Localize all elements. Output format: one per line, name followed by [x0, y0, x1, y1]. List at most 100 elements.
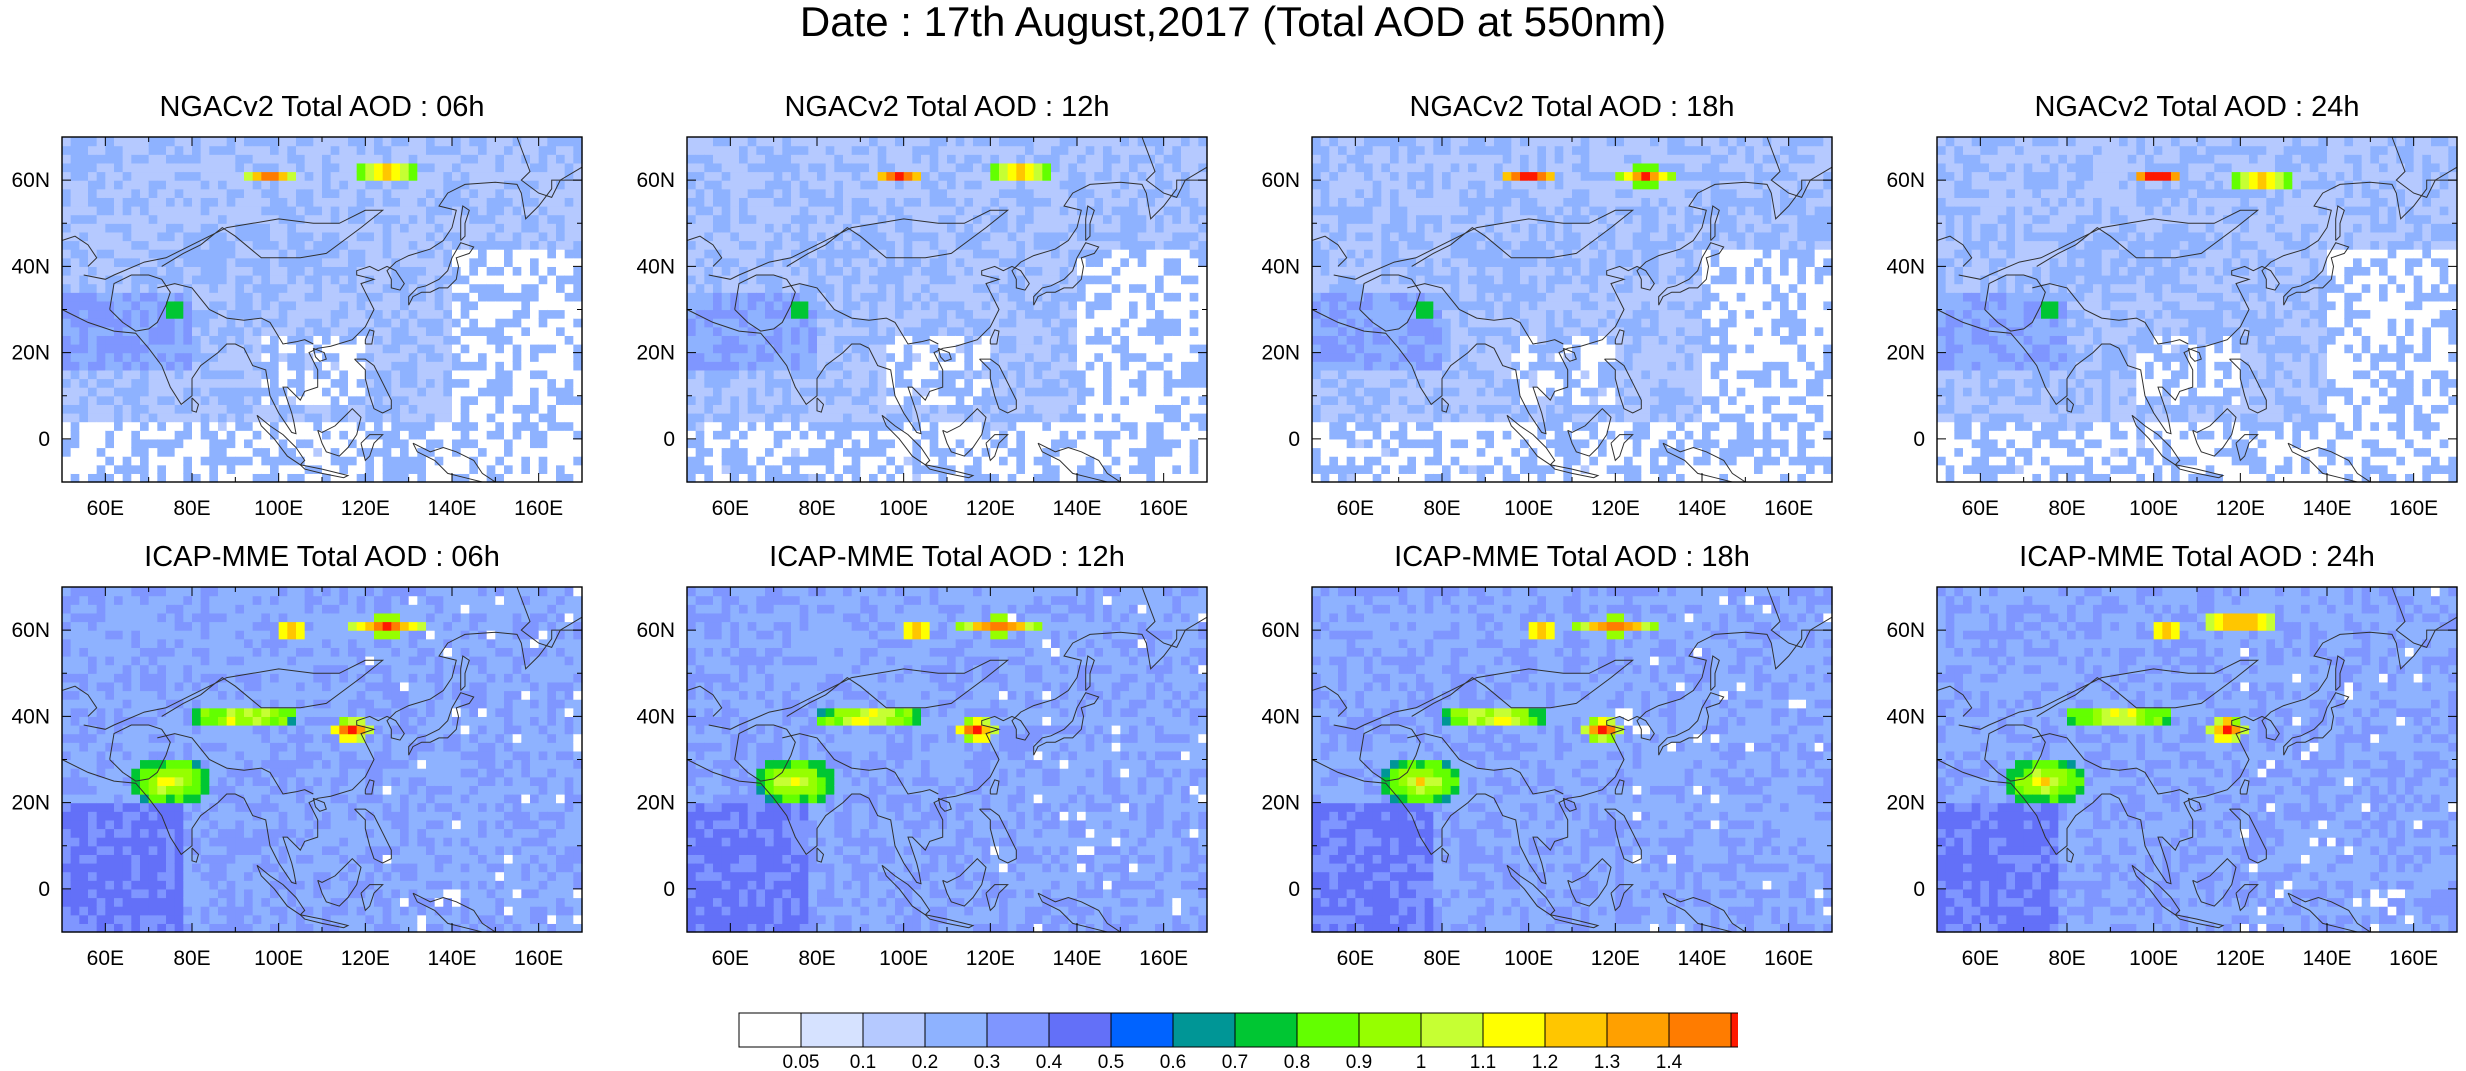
aod-cell: [200, 188, 210, 198]
aod-cell: [261, 214, 271, 224]
aod-cell: [200, 249, 210, 259]
aod-cell: [1137, 438, 1147, 449]
aod-cell: [1033, 214, 1043, 224]
aod-cell: [235, 335, 245, 345]
aod-cell: [730, 352, 740, 362]
aod-cell: [278, 318, 288, 328]
aod-cell: [981, 344, 991, 354]
aod-cell: [408, 145, 418, 155]
aod-cell: [114, 249, 124, 259]
aod-cell: [1068, 137, 1078, 147]
aod-cell: [938, 240, 948, 250]
aod-cell: [382, 249, 392, 259]
aod-cell: [374, 257, 384, 267]
aod-cell: [96, 404, 106, 414]
aod-cell: [512, 421, 522, 431]
aod-cell: [999, 275, 1009, 285]
aod-cell: [486, 335, 496, 345]
aod-cell: [296, 154, 306, 164]
aod-cell: [877, 292, 887, 302]
aod-cell: [339, 438, 349, 449]
aod-cell: [296, 214, 306, 224]
aod-cell: [70, 404, 80, 414]
aod-cell: [114, 352, 124, 362]
aod-cell: [929, 145, 939, 155]
aod-cell: [322, 188, 332, 198]
aod-cell: [921, 413, 931, 423]
aod-cell: [721, 206, 731, 216]
aod-cell: [938, 223, 948, 233]
aod-cell: [157, 447, 167, 457]
aod-cell: [921, 180, 931, 190]
aod-cell: [1120, 145, 1130, 155]
aod-cell: [530, 369, 540, 380]
aod-cell: [374, 145, 384, 155]
aod-cell: [244, 438, 254, 449]
aod-cell: [460, 240, 470, 250]
aod-cell: [573, 438, 583, 449]
aod-cell: [1146, 473, 1156, 483]
aod-cell: [287, 404, 297, 414]
aod-cell: [183, 456, 193, 466]
aod-cell: [1033, 447, 1043, 457]
aod-cell: [1129, 438, 1139, 449]
aod-cell: [1146, 197, 1156, 207]
aod-cell: [1007, 154, 1017, 164]
aod-cell: [1094, 344, 1104, 354]
aod-cell: [322, 214, 332, 224]
aod-cell: [886, 206, 896, 216]
aod-cell: [687, 421, 697, 431]
main-title: Date : 17th August,2017 (Total AOD at 55…: [799, 0, 1667, 45]
aod-cell: [183, 292, 193, 302]
aod-cell: [713, 162, 723, 173]
aod-cell: [947, 369, 957, 380]
aod-cell: [469, 378, 479, 388]
aod-cell: [417, 344, 427, 354]
coastline: [312, 347, 327, 362]
aod-cell: [140, 145, 150, 155]
aod-cell: [244, 326, 254, 336]
aod-cell: [895, 145, 905, 155]
aod-cell: [521, 326, 531, 336]
aod-cell: [287, 369, 297, 380]
aod-cell: [1051, 257, 1061, 267]
aod-cell: [313, 456, 323, 466]
aod-cell: [348, 300, 358, 311]
aod-cell: [521, 456, 531, 466]
aod-cell: [226, 283, 236, 293]
aod-cell: [834, 421, 844, 431]
aod-cell: [739, 223, 749, 233]
aod-cell: [486, 214, 496, 224]
aod-cell: [174, 335, 184, 345]
aod-cell: [304, 266, 314, 276]
aod-cell: [1312, 404, 1322, 414]
aod-cell: [209, 309, 219, 319]
aod-cell: [955, 292, 965, 302]
aod-cell: [521, 447, 531, 457]
aod-cell: [382, 326, 392, 336]
aod-cell: [218, 206, 228, 216]
aod-cell: [981, 197, 991, 207]
aod-cell: [981, 162, 991, 173]
aod-cell: [218, 137, 228, 147]
aod-cell: [374, 361, 384, 371]
coastline: [985, 434, 1009, 462]
aod-cell: [374, 154, 384, 164]
aod-cell: [1007, 137, 1017, 147]
aod-cell: [973, 240, 983, 250]
aod-cell: [1068, 275, 1078, 285]
aod-cell: [348, 154, 358, 164]
aod-cell: [1181, 318, 1191, 328]
aod-cell: [1137, 292, 1147, 302]
aod-cell: [148, 240, 158, 250]
aod-cell: [166, 438, 176, 449]
aod-cell: [1051, 188, 1061, 198]
aod-cell: [365, 231, 375, 242]
aod-cell: [1181, 197, 1191, 207]
aod-cell: [452, 162, 462, 173]
aod-cell: [687, 335, 697, 345]
aod-cell: [443, 438, 453, 449]
aod-cell: [122, 413, 132, 423]
aod-cell: [1129, 283, 1139, 293]
aod-cell: [226, 369, 236, 380]
